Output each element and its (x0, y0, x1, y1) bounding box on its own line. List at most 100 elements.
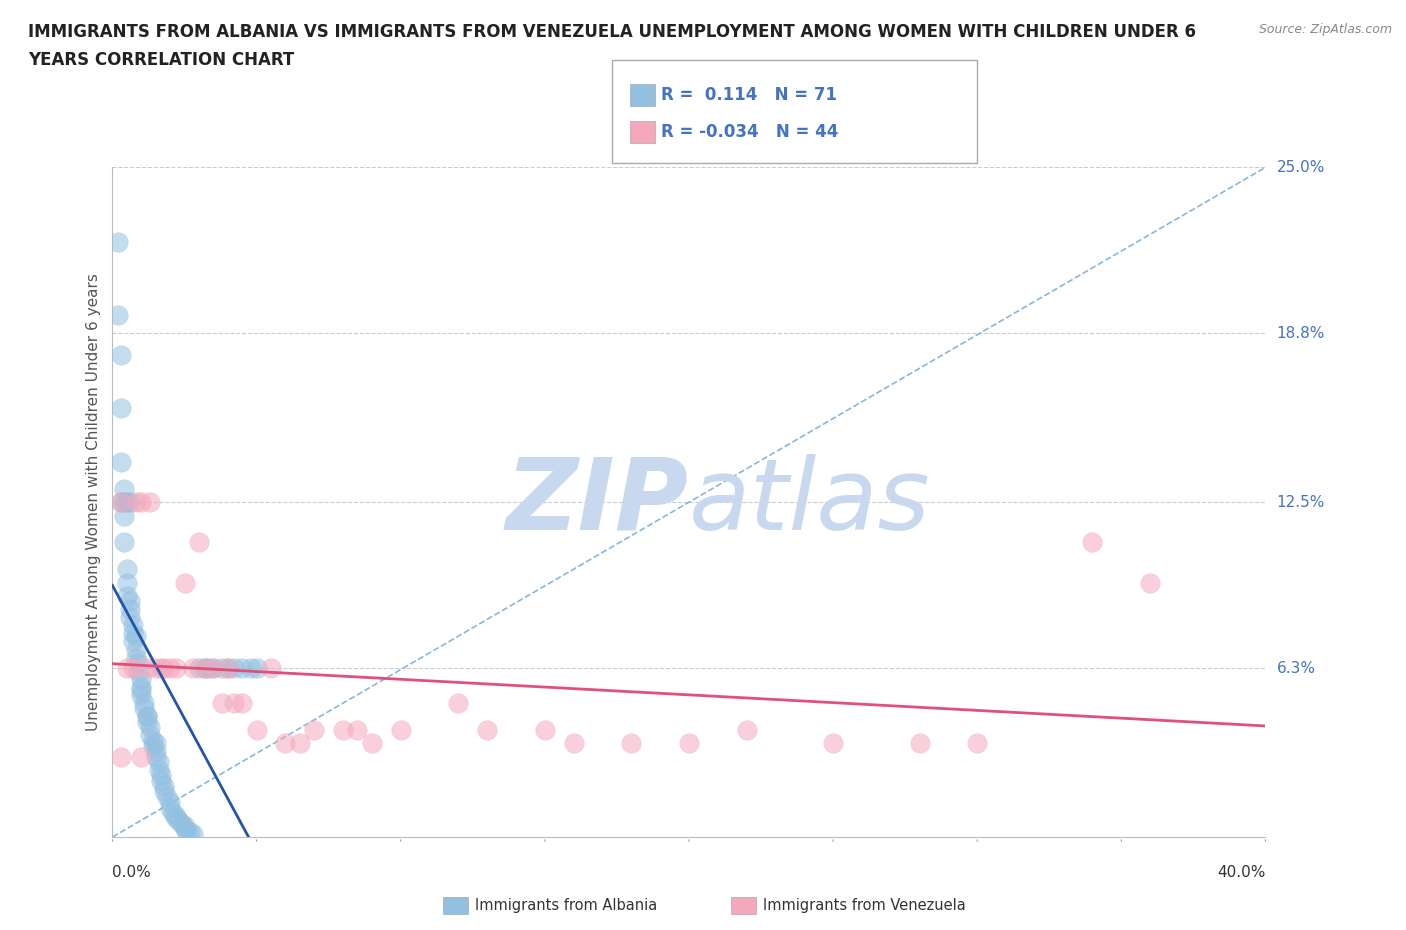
Point (735, 723, 758, 737)
Point (110, 495, 132, 510)
Point (217, 661, 239, 676)
Point (124, 629, 146, 644)
Point (118, 594, 141, 609)
Point (124, 642, 146, 657)
Point (678, 736, 700, 751)
Point (139, 720, 162, 735)
Point (127, 663, 149, 678)
Point (181, 827, 204, 842)
Point (188, 661, 211, 676)
Point (159, 795, 181, 810)
Point (112, 508, 135, 523)
Point (165, 661, 187, 676)
Point (110, 495, 132, 510)
Point (112, 495, 135, 510)
Point (246, 661, 269, 676)
Point (139, 728, 162, 743)
Point (447, 696, 470, 711)
Text: R =  0.114   N = 71: R = 0.114 N = 71 (661, 86, 837, 104)
Point (1139, 575, 1161, 590)
Point (110, 348, 132, 363)
Point (246, 723, 269, 737)
Point (153, 778, 176, 793)
Point (165, 808, 187, 823)
Point (156, 790, 179, 804)
Point (179, 824, 201, 839)
Point (346, 723, 368, 737)
Point (159, 800, 181, 815)
Point (222, 696, 245, 711)
Point (304, 723, 326, 737)
Point (162, 805, 184, 820)
Point (121, 634, 143, 649)
Point (112, 482, 135, 497)
Point (181, 661, 204, 676)
Point (239, 661, 262, 676)
Point (173, 575, 195, 590)
Point (360, 736, 382, 751)
Point (136, 709, 159, 724)
Text: R = -0.034   N = 44: R = -0.034 N = 44 (661, 123, 838, 141)
Point (115, 562, 138, 577)
Text: Source: ZipAtlas.com: Source: ZipAtlas.com (1258, 23, 1392, 36)
Point (176, 824, 198, 839)
Point (129, 680, 153, 695)
Point (118, 610, 141, 625)
Text: 40.0%: 40.0% (1218, 865, 1265, 880)
Point (821, 736, 844, 751)
Y-axis label: Unemployment Among Women with Children Under 6 years: Unemployment Among Women with Children U… (86, 273, 101, 731)
Point (110, 455, 132, 470)
Point (107, 235, 129, 250)
Point (124, 650, 146, 665)
Point (150, 774, 173, 789)
Point (389, 723, 412, 737)
Text: atlas: atlas (689, 454, 931, 551)
Point (136, 661, 159, 676)
Point (145, 750, 167, 764)
Point (107, 307, 129, 322)
Point (332, 723, 354, 737)
Point (194, 661, 217, 676)
Point (534, 723, 557, 737)
Point (188, 535, 211, 550)
Text: 12.5%: 12.5% (1277, 495, 1324, 510)
Point (136, 709, 159, 724)
Point (136, 714, 159, 729)
Point (112, 535, 135, 550)
Point (118, 602, 141, 617)
Point (148, 754, 170, 769)
Point (159, 661, 181, 676)
Point (115, 575, 138, 590)
Point (260, 661, 283, 676)
Text: Immigrants from Venezuela: Immigrants from Venezuela (763, 898, 966, 913)
Point (150, 661, 173, 676)
Point (115, 661, 138, 676)
Text: Immigrants from Albania: Immigrants from Albania (475, 898, 658, 913)
Point (153, 784, 176, 799)
Point (124, 495, 146, 510)
Point (288, 736, 311, 751)
Point (170, 817, 193, 831)
Text: ZIP: ZIP (506, 454, 689, 551)
Point (110, 401, 132, 416)
Point (134, 696, 156, 711)
Text: 0.0%: 0.0% (112, 865, 152, 880)
Point (118, 495, 141, 510)
Point (173, 818, 195, 833)
Point (211, 696, 233, 711)
Text: 25.0%: 25.0% (1277, 160, 1324, 175)
Point (150, 768, 173, 783)
Point (127, 656, 149, 671)
Point (274, 736, 297, 751)
Point (1081, 535, 1104, 550)
Point (197, 661, 219, 676)
Point (134, 701, 156, 716)
Point (620, 736, 643, 751)
Point (908, 736, 931, 751)
Point (129, 683, 153, 698)
Point (115, 495, 138, 510)
Point (194, 661, 217, 676)
Point (129, 671, 153, 686)
Point (475, 723, 499, 737)
Point (966, 736, 988, 751)
